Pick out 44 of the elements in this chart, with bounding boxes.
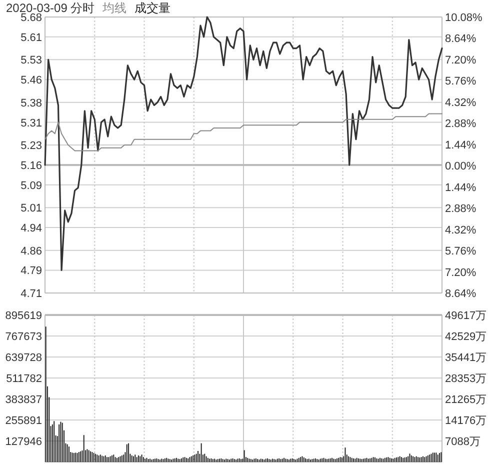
y-tick-label: 5.09 [20, 180, 42, 192]
y-tick-label: 255891 [5, 415, 42, 427]
y2-tick-label: 10.08% [445, 12, 483, 24]
y2-tick-label: 7.20% [445, 54, 476, 66]
y-tick-label: 5.46 [20, 74, 42, 87]
text: 成交量 [134, 1, 171, 15]
y2-tick-label: 5.76% [445, 246, 476, 258]
y-tick-label: 4.86 [20, 245, 42, 258]
y2-tick-label: 28353万 [445, 373, 487, 385]
y-tick-label: 5.61 [20, 32, 42, 44]
y-tick-label: 5.38 [20, 97, 42, 110]
y2-tick-label: 21265万 [445, 394, 487, 406]
y-tick-label: 639728 [5, 352, 42, 364]
y2-tick-label: 8.64% [445, 33, 476, 46]
y-tick-label: 5.23 [20, 140, 42, 152]
y2-tick-label: 1.44% [445, 139, 476, 152]
y2-tick-label: 42529万 [445, 331, 487, 343]
y-tick-label: 383837 [5, 394, 42, 406]
y2-tick-label: 5.76% [445, 76, 476, 88]
y2-tick-label: 14176万 [445, 415, 487, 427]
y-tick-label: 5.31 [20, 117, 42, 130]
y-tick-label: 5.01 [20, 202, 42, 215]
y2-tick-label: 8.64% [445, 288, 476, 300]
y-tick-label: 4.71 [20, 288, 42, 300]
y2-tick-label: 4.32% [445, 96, 476, 109]
y-tick-label: 5.16 [20, 160, 42, 172]
y-tick-label: 5.68 [20, 12, 42, 24]
y-tick-label: 127946 [5, 436, 42, 448]
y2-tick-label: 1.44% [445, 182, 476, 194]
y-tick-label: 4.79 [20, 265, 42, 278]
y-tick-label: 4.94 [20, 222, 42, 235]
y2-tick-label: 7.20% [445, 266, 476, 279]
y2-tick-label: 2.88% [445, 118, 476, 130]
y2-tick-label: 2.88% [445, 203, 476, 216]
text: 均线 [102, 1, 127, 15]
y2-tick-label: 0.00% [445, 160, 476, 173]
y-tick-label: 5.53 [20, 54, 42, 67]
y2-tick-label: 7088万 [445, 436, 480, 448]
y2-tick-label: 35441万 [445, 352, 487, 364]
y2-tick-label: 49617万 [445, 310, 487, 322]
y-tick-label: 895619 [5, 310, 42, 322]
y2-tick-label: 4.32% [445, 224, 476, 236]
y-tick-label: 511782 [6, 373, 42, 385]
y-tick-label: 767673 [5, 331, 42, 343]
